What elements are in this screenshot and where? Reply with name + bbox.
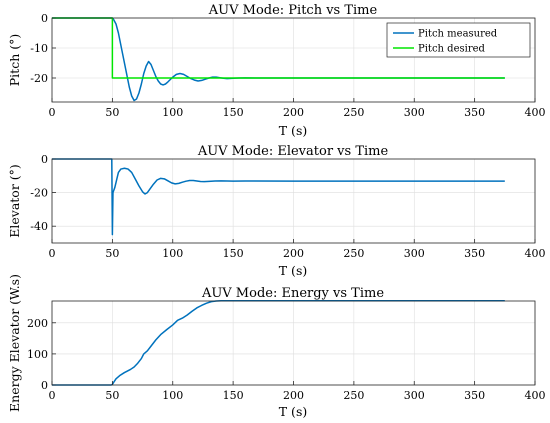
elevator-ticks: 0 50 100 150 200 250 300 350 400 -40 -20 0 (30, 153, 545, 260)
pitch-x-label: T (s) (279, 123, 307, 138)
energy-y-label: Energy Elevator (W.s) (7, 274, 22, 412)
energy-ytick-label-1: 100 (27, 348, 48, 361)
elevator-xtick-label-8: 400 (525, 247, 546, 260)
energy-x-label: T (s) (279, 404, 307, 419)
energy-panel: 0 50 100 150 200 250 300 350 400 0 100 200 AUV Mode… (7, 274, 546, 419)
energy-xtick-label-7: 350 (464, 389, 485, 402)
elevator-ytick-label-0: -40 (30, 220, 48, 233)
elevator-xtick-label-2: 100 (162, 247, 183, 260)
legend-label-desired: Pitch desired (418, 44, 486, 55)
pitch-xtick-label-3: 150 (223, 106, 244, 119)
elevator-panel: 0 50 100 150 200 250 300 350 400 -40 -20 0 AUV Mode… (7, 144, 546, 278)
elevator-y-label: Elevator (°) (7, 164, 22, 238)
pitch-ytick-label-0: -20 (30, 72, 48, 85)
energy-title: AUV Mode: Energy vs Time (201, 286, 384, 301)
energy-xtick-label-5: 250 (343, 389, 364, 402)
pitch-legend: Pitch measured Pitch desired (386, 22, 531, 58)
pitch-xtick-label-5: 250 (343, 106, 364, 119)
elevator-xtick-label-6: 300 (404, 247, 425, 260)
pitch-ticks: 0 50 100 150 200 250 300 350 400 -20 -10 0 (30, 12, 545, 119)
elevator-x-label: T (s) (279, 263, 307, 278)
pitch-xtick-label-2: 100 (162, 106, 183, 119)
pitch-ytick-label-1: -10 (30, 42, 48, 55)
elevator-xtick-label-3: 150 (223, 247, 244, 260)
energy-xtick-label-0: 0 (49, 389, 56, 402)
energy-ticks: 0 50 100 150 200 250 300 350 400 0 100 200 (27, 317, 546, 402)
energy-xtick-label-1: 50 (105, 389, 119, 402)
pitch-xtick-label-7: 350 (464, 106, 485, 119)
elevator-ytick-label-1: -20 (30, 187, 48, 200)
elevator-xtick-label-5: 250 (343, 247, 364, 260)
elevator-series-0 (52, 158, 505, 236)
pitch-panel: 0 50 100 150 200 250 300 350 400 -20 -10 0 AUV Mode… (7, 3, 546, 138)
elevator-xtick-label-4: 200 (283, 247, 304, 260)
elevator-title: AUV Mode: Elevator vs Time (197, 144, 389, 159)
energy-xtick-label-8: 400 (525, 389, 546, 402)
elevator-xtick-label-0: 0 (49, 247, 56, 260)
pitch-title: AUV Mode: Pitch vs Time (208, 3, 378, 18)
energy-xtick-label-2: 100 (162, 389, 183, 402)
elevator-ytick-label-2: 0 (41, 153, 48, 166)
pitch-xtick-label-8: 400 (525, 106, 546, 119)
pitch-xtick-label-6: 300 (404, 106, 425, 119)
energy-ytick-label-0: 0 (41, 379, 48, 392)
elevator-xtick-label-7: 350 (464, 247, 485, 260)
energy-xtick-label-4: 200 (283, 389, 304, 402)
pitch-ytick-label-2: 0 (41, 12, 48, 25)
pitch-xtick-label-4: 200 (283, 106, 304, 119)
legend-label-measured: Pitch measured (418, 29, 498, 40)
legend-box (386, 22, 531, 58)
energy-xtick-label-3: 150 (223, 389, 244, 402)
energy-xtick-label-6: 300 (404, 389, 425, 402)
pitch-y-label: Pitch (°) (7, 34, 22, 86)
energy-ytick-label-2: 200 (27, 317, 48, 330)
pitch-xtick-label-1: 50 (105, 106, 119, 119)
elevator-xtick-label-1: 50 (105, 247, 119, 260)
elevator-lines (52, 158, 505, 236)
pitch-xtick-label-0: 0 (49, 106, 56, 119)
